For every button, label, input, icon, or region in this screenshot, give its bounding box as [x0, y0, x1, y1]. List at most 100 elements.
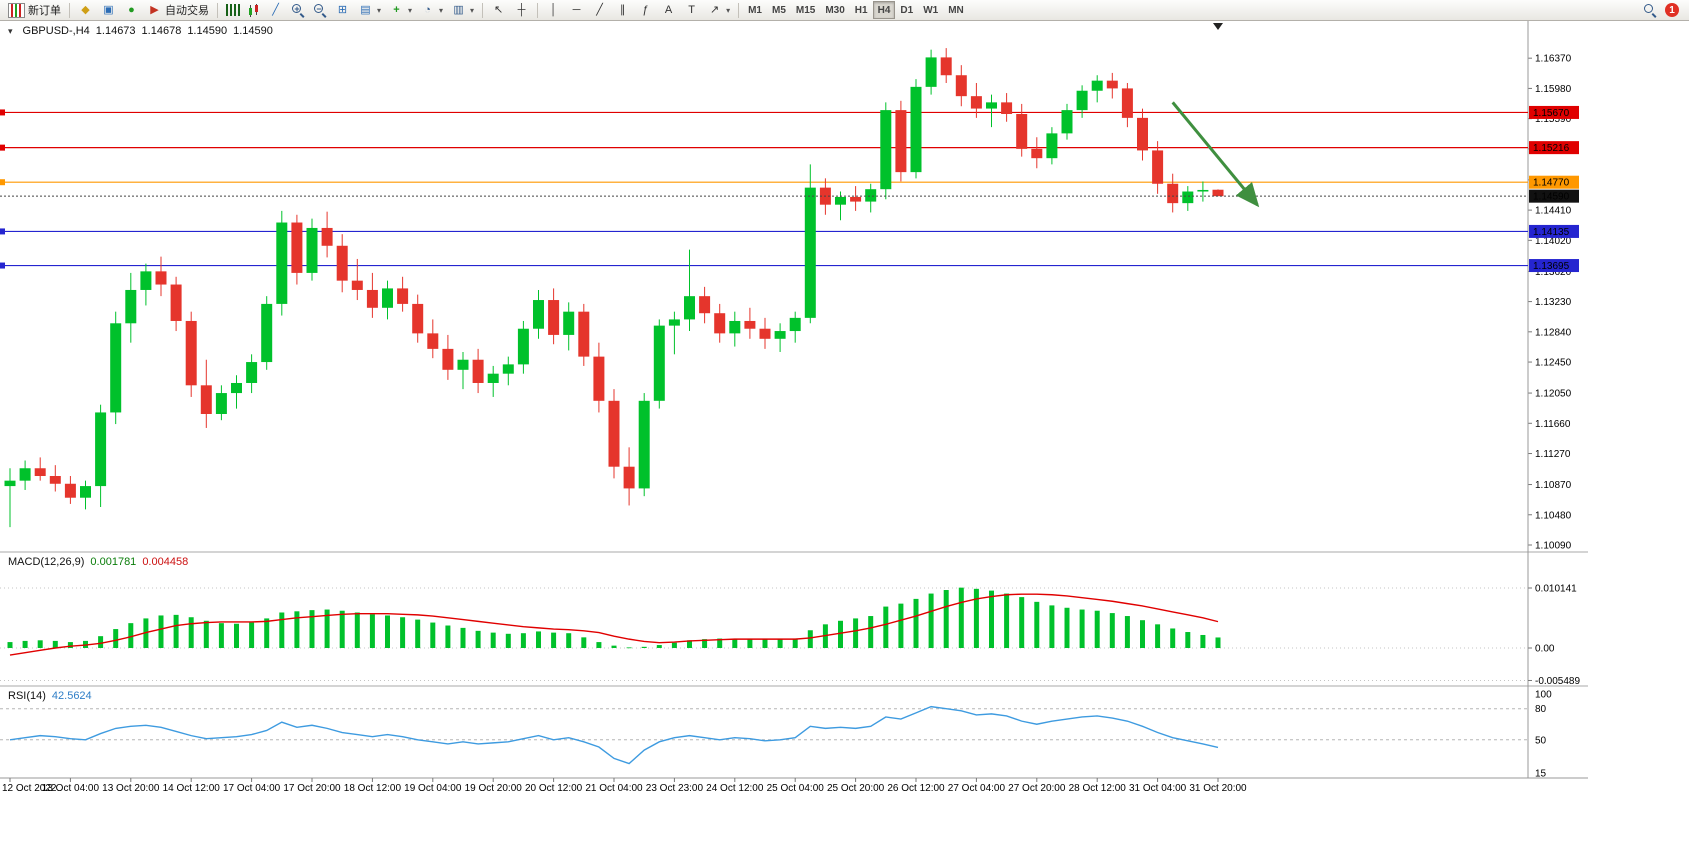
macd-bar [98, 636, 104, 648]
text-tool-button[interactable]: A [657, 1, 680, 19]
new-order-button[interactable]: 新订单 [4, 1, 65, 19]
arrange-charts-button[interactable]: ▤ ▾ [354, 1, 385, 19]
candle-down [200, 385, 212, 414]
label-tool-button[interactable]: T [680, 1, 703, 19]
macd-bar [188, 617, 194, 648]
svg-text:1.15670: 1.15670 [1533, 108, 1570, 119]
candle-up [382, 288, 393, 308]
macd-signal-value: 0.004458 [142, 556, 189, 568]
timeframe-d1-button[interactable]: D1 [895, 1, 918, 19]
navigator-button[interactable]: ● [120, 1, 143, 19]
macd-bar [1064, 607, 1070, 648]
rsi-scale-label: 50 [1535, 735, 1547, 746]
crosshair-tool-button[interactable]: ┼ [510, 1, 533, 19]
timeframe-h4-button[interactable]: H4 [872, 1, 896, 19]
notification-badge[interactable]: 1 [1665, 3, 1679, 17]
candle-down [412, 303, 424, 334]
data-window-button[interactable]: ▣ [97, 1, 120, 19]
search-icon [1643, 3, 1657, 17]
vertical-line-tool-button[interactable]: │ [542, 1, 565, 19]
candle-up [684, 296, 695, 320]
channel-tool-button[interactable]: ∥ [611, 1, 634, 19]
horizontal-line-icon: ─ [572, 4, 581, 16]
timeframe-group: M1 M5 M15 M30 H1 H4 D1 W1 MN [743, 1, 969, 19]
rsi-scale-label: 80 [1535, 704, 1547, 715]
candle-down [321, 227, 333, 246]
zoom-out-button[interactable]: − [309, 1, 331, 19]
macd-bar [687, 640, 692, 648]
candlestick-icon [248, 3, 260, 17]
macd-bar [747, 638, 753, 648]
cursor-tool-button[interactable]: ↖ [487, 1, 510, 19]
time-tick-label: 19 Oct 04:00 [404, 783, 462, 794]
toolbar-separator [738, 2, 740, 18]
candle-up [261, 303, 273, 363]
macd-bar [1049, 605, 1055, 648]
chevron-down-icon: ▾ [726, 5, 731, 15]
macd-bar [1079, 609, 1085, 648]
price-axis[interactable]: 1.163701.159801.155901.152001.148001.144… [1528, 54, 1572, 552]
svg-text:1.14770: 1.14770 [1533, 178, 1570, 189]
candle-down [1031, 148, 1043, 159]
candle-down [442, 348, 454, 370]
candle-up [1046, 133, 1058, 159]
candle-down [351, 280, 363, 290]
chart-shift-marker[interactable] [1213, 23, 1223, 30]
timeframe-m15-button[interactable]: M15 [791, 1, 820, 19]
candle-down [895, 110, 907, 173]
candle-down [850, 196, 862, 202]
candlestick-chart-button[interactable] [244, 1, 264, 19]
macd-bar [400, 617, 406, 648]
tile-windows-button[interactable]: ⊞ [331, 1, 354, 19]
autotrading-button[interactable]: ▶ 自动交易 [143, 1, 213, 19]
candle-up [1091, 80, 1103, 91]
horizontal-line-tool-button[interactable]: ─ [565, 1, 588, 19]
time-tick-label: 28 Oct 12:00 [1069, 783, 1127, 794]
macd-bar [898, 603, 904, 648]
search-button[interactable] [1639, 1, 1661, 19]
macd-bar [158, 615, 164, 648]
bar-chart-button[interactable] [222, 1, 244, 19]
candle-down [578, 311, 590, 357]
candle-down [155, 271, 167, 285]
templates-button[interactable]: ▥ ▾ [447, 1, 478, 19]
trend-arrow-annotation[interactable] [1171, 101, 1260, 208]
timeframe-m5-button[interactable]: M5 [767, 1, 791, 19]
one-click-trading-icon[interactable]: ▾ [8, 26, 13, 36]
fibonacci-tool-button[interactable]: ƒ [634, 1, 657, 19]
horizontal-lines[interactable] [0, 109, 1528, 269]
market-watch-icon: ◆ [81, 4, 90, 16]
timeframe-m1-button[interactable]: M1 [743, 1, 767, 19]
arrows-tool-button[interactable]: ↗ ▾ [703, 1, 734, 19]
candle-up [865, 189, 877, 202]
chart-title: ▾ GBPUSD-,H4 1.14673 1.14678 1.14590 1.14590 [8, 25, 273, 37]
svg-text:1.13695: 1.13695 [1533, 261, 1570, 272]
macd-bar [67, 642, 73, 648]
candle-down [427, 333, 439, 349]
svg-text:1.15216: 1.15216 [1533, 143, 1570, 154]
trendline-tool-button[interactable]: ╱ [588, 1, 611, 19]
candle-down [472, 359, 484, 383]
toolbar-separator [69, 2, 70, 18]
indicators-button[interactable]: + ▾ [385, 1, 416, 19]
timeframe-h1-button[interactable]: H1 [850, 1, 873, 19]
time-tick-label: 31 Oct 20:00 [1189, 783, 1247, 794]
timeframe-m30-button[interactable]: M30 [820, 1, 849, 19]
timeframe-mn-button[interactable]: MN [943, 1, 969, 19]
line-chart-button[interactable]: ╱ [264, 1, 287, 19]
timeframe-w1-button[interactable]: W1 [918, 1, 943, 19]
periods-button[interactable]: ◔ ▾ [416, 1, 447, 19]
zoom-in-button[interactable]: + [287, 1, 309, 19]
line-edge-tag [0, 179, 5, 186]
toolbar-separator [217, 2, 218, 18]
candle-down [744, 320, 756, 329]
candle-up [880, 110, 892, 190]
price-tick-label: 1.14410 [1535, 206, 1572, 217]
time-tick-label: 27 Oct 20:00 [1008, 783, 1066, 794]
macd-bar [1170, 628, 1176, 648]
candle-down [548, 300, 560, 335]
market-watch-button[interactable]: ◆ [74, 1, 97, 19]
candle-down [970, 96, 982, 109]
